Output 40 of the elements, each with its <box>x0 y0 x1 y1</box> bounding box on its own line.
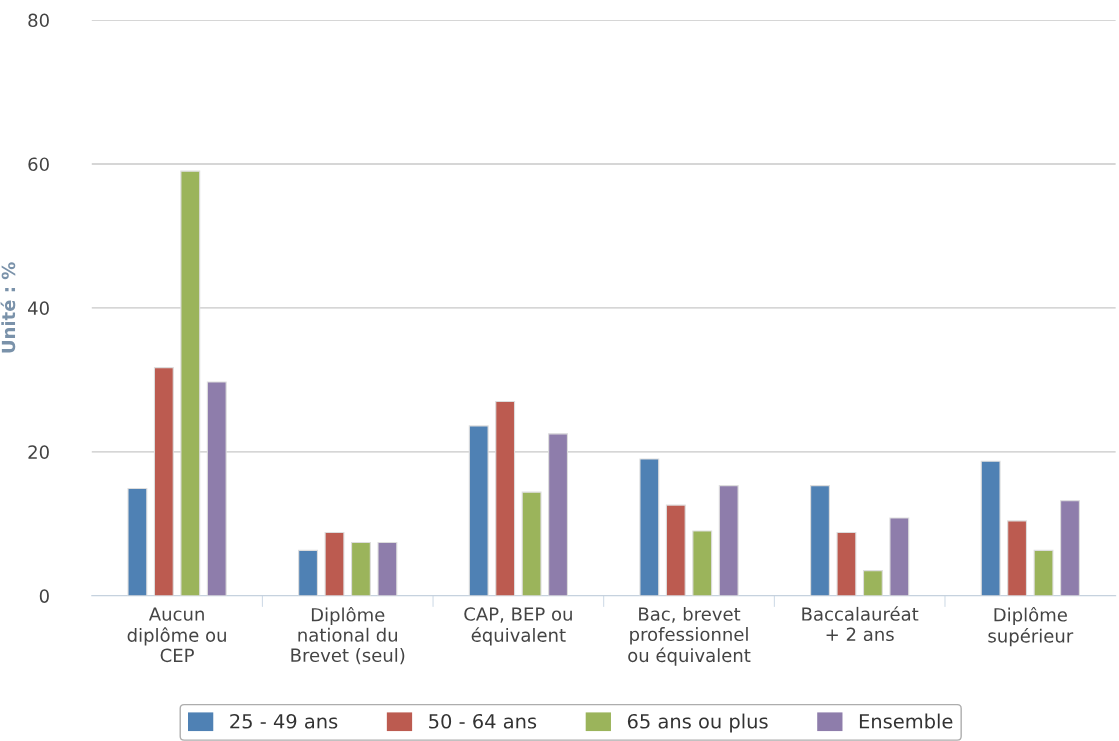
bar <box>639 458 660 596</box>
legend-label: Ensemble <box>859 713 953 729</box>
bar <box>468 425 489 596</box>
x-tick-label: Bac, brevet professionnel ou équivalent <box>628 606 751 666</box>
x-tick-label: Diplôme national du Brevet (seul) <box>291 606 405 665</box>
bar <box>298 549 318 596</box>
bar <box>127 487 148 596</box>
x-tick-label: Diplôme supérieur <box>988 606 1074 647</box>
legend-label: 65 ans ou plus <box>627 713 768 733</box>
bar <box>153 367 174 596</box>
x-tick-label: Baccalauréat + 2 ans <box>802 606 919 642</box>
bar <box>692 530 713 596</box>
bar <box>521 491 542 596</box>
legend-label: 50 - 64 ans <box>429 713 537 729</box>
x-tick-label: Aucun diplôme ou CEP <box>127 607 226 663</box>
y-tick-label: 20 <box>28 445 49 459</box>
bar <box>1007 520 1028 596</box>
bar <box>718 485 739 596</box>
y-tick-label: 0 <box>39 589 49 603</box>
bar <box>377 541 398 596</box>
bar <box>206 381 227 596</box>
bar <box>862 570 883 596</box>
bar <box>180 170 201 596</box>
y-tick-label: 60 <box>28 157 49 172</box>
bar <box>980 460 1001 596</box>
y-tick-label: 80 <box>28 13 49 28</box>
bar <box>351 541 371 596</box>
bar <box>810 485 830 596</box>
y-axis-title: Unité : % <box>0 262 16 353</box>
x-tick-label: CAP, BEP ou équivalent <box>464 607 572 646</box>
bar <box>324 531 345 596</box>
bar <box>889 517 910 596</box>
bar <box>495 400 516 596</box>
bar <box>1060 500 1080 596</box>
bar <box>665 504 686 596</box>
legend-label: 25 - 49 ans <box>230 713 338 729</box>
bar <box>836 531 857 596</box>
bar <box>1033 549 1054 596</box>
y-tick-label: 40 <box>28 301 49 315</box>
bar <box>548 433 568 596</box>
